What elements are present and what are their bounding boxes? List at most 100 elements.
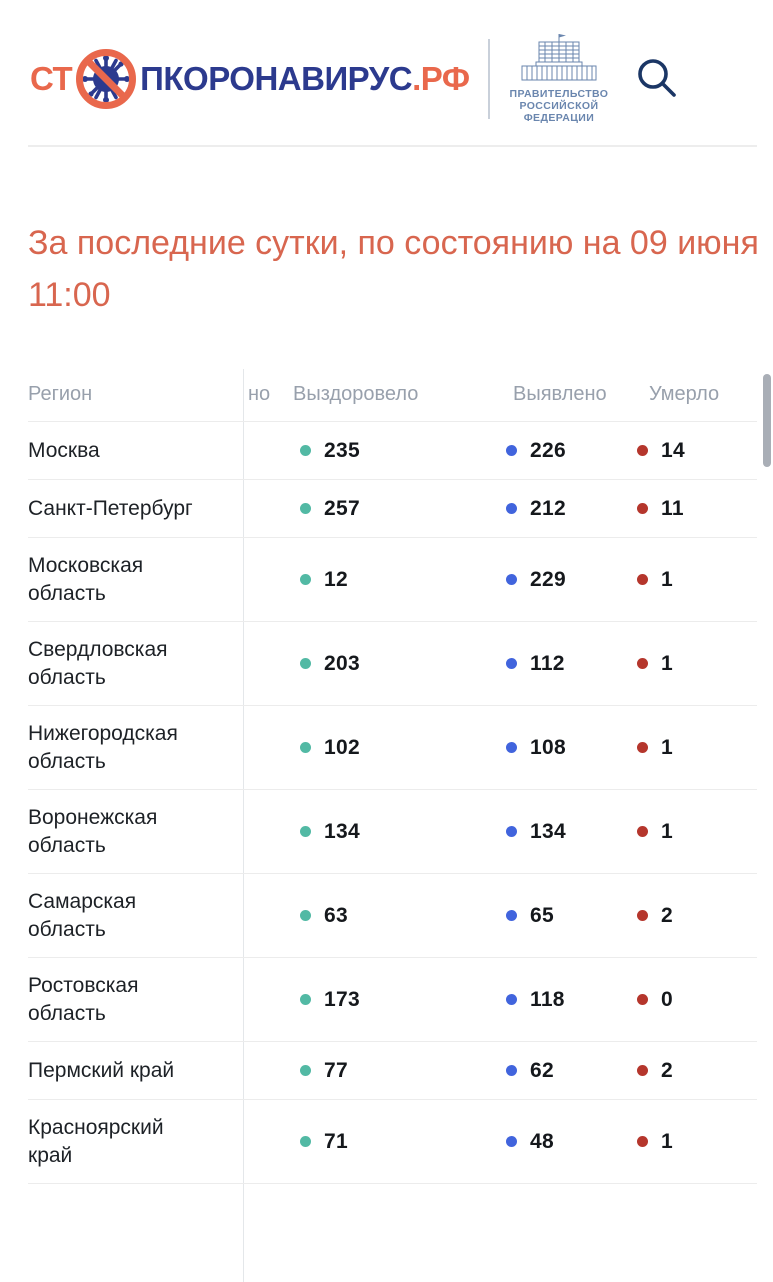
died-value: 1 <box>661 1129 673 1153</box>
detected-dot-icon <box>506 994 517 1005</box>
table-row: Свердловская область 203 112 1 <box>28 622 757 706</box>
table-row: Ростовская область 173 118 0 <box>28 958 757 1042</box>
recovered-cell: 71 <box>300 1130 348 1154</box>
table-row: Нижегородская область 102 108 1 <box>28 706 757 790</box>
recovered-cell: 63 <box>300 904 348 928</box>
hamburger-menu-button[interactable] <box>702 64 748 94</box>
detected-cell: 112 <box>506 652 565 676</box>
detected-value: 65 <box>530 903 554 927</box>
column-header-region: Регион <box>28 383 93 405</box>
table-row: Красноярский край 71 48 1 <box>28 1100 757 1184</box>
recovered-value: 173 <box>324 987 360 1011</box>
died-value: 1 <box>661 819 673 843</box>
recovered-cell: 235 <box>300 439 360 463</box>
recovered-cell: 134 <box>300 820 360 844</box>
detected-dot-icon <box>506 1065 517 1076</box>
detected-cell: 134 <box>506 820 566 844</box>
died-dot-icon <box>637 826 648 837</box>
region-stats-table[interactable]: Регион но Выздоровело Выявлено Умерло Мо… <box>28 369 757 1282</box>
region-cell: Ростовская область <box>28 973 139 1025</box>
died-value: 14 <box>661 438 685 462</box>
column-header-truncated: но <box>248 383 271 405</box>
logo-text-suffix: .РФ <box>412 59 470 97</box>
died-value: 11 <box>661 496 684 520</box>
government-label-line3: ФЕДЕРАЦИИ <box>523 112 595 124</box>
recovered-dot-icon <box>300 826 311 837</box>
government-building-icon <box>514 33 604 88</box>
page-title-line1: За последние сутки, по состоянию на 09 и… <box>28 224 759 262</box>
recovered-cell: 12 <box>300 568 348 592</box>
detected-dot-icon <box>506 1136 517 1147</box>
detected-value: 108 <box>530 735 566 759</box>
detected-dot-icon <box>506 910 517 921</box>
header-divider-line <box>28 145 757 147</box>
recovered-dot-icon <box>300 742 311 753</box>
region-cell: Санкт-Петербург <box>28 496 193 520</box>
table-row-partial <box>28 1184 757 1268</box>
column-header-recovered: Выздоровело <box>293 383 419 405</box>
header-vertical-divider <box>487 38 490 119</box>
recovered-cell: 102 <box>300 736 360 760</box>
detected-value: 112 <box>530 651 565 675</box>
recovered-cell: 173 <box>300 988 360 1012</box>
died-value: 2 <box>661 1058 673 1082</box>
vertical-scrollbar-thumb[interactable] <box>763 374 771 467</box>
recovered-value: 235 <box>324 438 360 462</box>
column-header-died: Умерло <box>649 383 720 405</box>
detected-value: 229 <box>530 567 566 591</box>
recovered-value: 77 <box>324 1058 348 1082</box>
recovered-value: 134 <box>324 819 360 843</box>
died-cell: 1 <box>637 568 673 592</box>
died-cell: 2 <box>637 904 673 928</box>
government-label-line1: ПРАВИТЕЛЬСТВО <box>509 88 609 100</box>
detected-dot-icon <box>506 445 517 456</box>
died-value: 1 <box>661 735 673 759</box>
search-icon <box>634 55 678 102</box>
detected-value: 118 <box>530 987 565 1011</box>
search-button[interactable] <box>634 55 678 102</box>
detected-value: 226 <box>530 438 566 462</box>
region-cell: Московская область <box>28 553 144 605</box>
table-row: Самарская область 63 65 2 <box>28 874 757 958</box>
region-cell: Самарская область <box>28 889 137 941</box>
died-dot-icon <box>637 658 648 669</box>
table-header-row: Регион но Выздоровело Выявлено Умерло <box>28 369 757 422</box>
died-cell: 2 <box>637 1059 673 1083</box>
recovered-cell: 257 <box>300 497 360 521</box>
region-cell: Нижегородская область <box>28 721 178 773</box>
detected-cell: 62 <box>506 1059 554 1083</box>
detected-dot-icon <box>506 826 517 837</box>
recovered-dot-icon <box>300 910 311 921</box>
region-cell: Пермский край <box>28 1058 175 1082</box>
recovered-value: 203 <box>324 651 360 675</box>
detected-value: 48 <box>530 1129 554 1153</box>
recovered-dot-icon <box>300 503 311 514</box>
died-cell: 0 <box>637 988 673 1012</box>
region-cell: Красноярский край <box>28 1115 164 1167</box>
region-cell: Москва <box>28 438 100 462</box>
site-logo[interactable]: СТ <box>30 47 470 111</box>
region-cell: Свердловская область <box>28 637 168 689</box>
fixed-column-divider <box>243 369 244 1282</box>
died-dot-icon <box>637 503 648 514</box>
died-value: 0 <box>661 987 673 1011</box>
recovered-value: 102 <box>324 735 360 759</box>
logo-text-body: ПКОРОНАВИРУС <box>140 59 413 97</box>
logo-text-prefix: СТ <box>30 59 73 97</box>
detected-value: 212 <box>530 496 566 520</box>
detected-cell: 118 <box>506 988 565 1012</box>
detected-dot-icon <box>506 574 517 585</box>
table-row: Московская область 12 229 1 <box>28 538 757 622</box>
died-dot-icon <box>637 742 648 753</box>
recovered-value: 12 <box>324 567 348 591</box>
detected-value: 134 <box>530 819 566 843</box>
died-dot-icon <box>637 1136 648 1147</box>
recovered-value: 71 <box>324 1129 348 1153</box>
main-content: За последние сутки, по состоянию на 09 и… <box>0 217 773 1282</box>
site-header: СТ <box>0 0 773 145</box>
detected-cell: 226 <box>506 439 566 463</box>
detected-cell: 212 <box>506 497 566 521</box>
died-cell: 14 <box>637 439 685 463</box>
died-value: 1 <box>661 567 673 591</box>
